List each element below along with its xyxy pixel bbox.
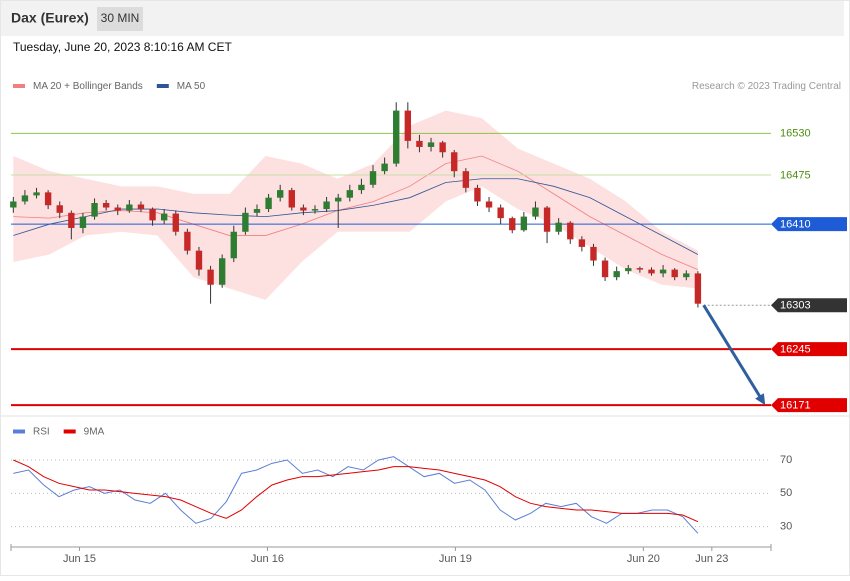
candle-body: [160, 213, 168, 221]
level-label: 16303: [780, 300, 811, 312]
candle-body: [253, 209, 261, 213]
legend-swatch: [63, 429, 76, 434]
candle-body: [578, 239, 586, 247]
legend-swatch: [13, 84, 25, 88]
candle-body: [265, 197, 272, 210]
candle-body: [636, 268, 644, 270]
indicator-line: [13, 459, 699, 523]
candle-body: [207, 269, 214, 285]
candle-body: [277, 190, 284, 198]
candle-body: [358, 184, 365, 191]
level-label-box: [771, 342, 847, 357]
candle-body: [427, 142, 435, 147]
candle-body: [520, 216, 528, 231]
candle-body: [474, 187, 481, 202]
level-label-box: [771, 298, 847, 313]
legend-label: 9MA: [84, 427, 105, 438]
candle-body: [44, 192, 52, 206]
candle-body: [659, 269, 667, 274]
candle-body: [648, 269, 655, 274]
candle-body: [590, 246, 597, 261]
forecast-arrowhead: [755, 393, 766, 406]
candle-body: [68, 212, 75, 228]
candle-body: [567, 222, 574, 240]
level-label: 16530: [780, 128, 811, 140]
candle-body: [439, 142, 446, 153]
x-tick-label: Jun 19: [439, 553, 472, 565]
candle-body: [242, 212, 249, 232]
level-label: 16171: [780, 400, 811, 412]
timestamp: Tuesday, June 20, 2023 8:10:16 AM CET: [13, 40, 232, 54]
candle-body: [323, 201, 330, 210]
candle-body: [126, 204, 133, 211]
candle-body: [230, 231, 237, 259]
candle-body: [21, 195, 29, 202]
candle-body: [381, 163, 388, 172]
y-tick-label: 50: [780, 487, 792, 499]
candle-body: [288, 190, 295, 208]
x-tick-label: Jun 16: [251, 553, 284, 565]
candle-body: [184, 231, 191, 251]
x-tick-label: Jun 15: [63, 553, 96, 565]
level-label-box: [771, 217, 847, 232]
candle-body: [102, 202, 110, 208]
level-label: 16410: [780, 219, 811, 231]
candle-body: [543, 207, 551, 232]
candle-body: [393, 110, 400, 164]
source: Research © 2023 Trading Central: [692, 81, 841, 92]
candle-body: [683, 273, 690, 278]
title: Dax (Eurex): [11, 10, 89, 26]
candle-body: [404, 110, 412, 141]
candle-body: [369, 171, 377, 185]
candle-body: [694, 273, 702, 304]
candle-body: [532, 207, 539, 217]
candle-body: [335, 197, 342, 202]
forecast-arrow: [702, 304, 763, 399]
candle-body: [451, 152, 458, 172]
candle-body: [195, 250, 203, 270]
candle-body: [346, 190, 353, 198]
level-label-box: [771, 398, 847, 413]
interval[interactable]: 30 MIN: [101, 11, 140, 25]
candle-body: [625, 268, 632, 272]
candle-body: [555, 222, 562, 232]
x-tick-label: Jun 20: [627, 553, 660, 565]
ma-line: [13, 155, 699, 270]
candle-body: [149, 209, 156, 221]
y-tick-label: 30: [780, 521, 792, 533]
candle-body: [311, 209, 319, 211]
legend-label: MA 50: [177, 81, 206, 92]
candle-body: [114, 207, 121, 211]
candle-body: [416, 140, 423, 147]
y-tick-label: 70: [780, 454, 792, 466]
level-label: 16245: [780, 344, 811, 356]
candle-body: [172, 213, 179, 232]
candle-body: [613, 271, 620, 278]
legend-label: RSI: [33, 427, 50, 438]
candle-body: [91, 202, 98, 217]
candle-body: [300, 207, 307, 211]
candle-body: [137, 204, 145, 210]
candle-body: [462, 171, 470, 188]
interval-box[interactable]: [97, 7, 143, 31]
candle-body: [485, 201, 493, 208]
candle-body: [509, 218, 516, 231]
candle-body: [56, 205, 63, 213]
candle-body: [33, 192, 40, 196]
legend-label: MA 20 + Bollinger Bands: [33, 81, 143, 92]
bollinger-band: [13, 110, 698, 300]
candle-body: [601, 260, 609, 278]
candle-body: [497, 207, 504, 219]
level-label: 16475: [780, 169, 811, 181]
legend-swatch: [156, 84, 169, 88]
legend-swatch: [13, 429, 25, 434]
candle-body: [79, 216, 87, 228]
candle-body: [218, 258, 226, 285]
candle-body: [671, 269, 678, 278]
x-tick-label: Jun 23: [695, 553, 728, 565]
candle-body: [10, 201, 17, 208]
